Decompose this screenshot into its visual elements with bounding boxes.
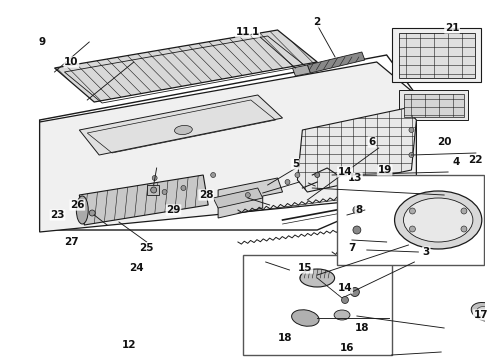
Text: 19: 19 [377, 165, 391, 175]
Ellipse shape [174, 125, 192, 135]
Text: 4: 4 [451, 157, 459, 167]
Circle shape [294, 172, 299, 177]
Circle shape [181, 185, 185, 190]
Ellipse shape [476, 307, 488, 318]
Ellipse shape [403, 198, 472, 242]
Circle shape [352, 206, 360, 214]
Polygon shape [391, 28, 480, 82]
Polygon shape [40, 62, 415, 232]
Text: 28: 28 [199, 190, 213, 200]
Text: 10: 10 [64, 57, 79, 67]
Text: 6: 6 [367, 137, 375, 147]
Bar [55, 30, 317, 102]
Ellipse shape [299, 269, 334, 287]
Text: 13: 13 [347, 173, 362, 183]
Polygon shape [398, 90, 467, 120]
Text: 2: 2 [313, 17, 320, 27]
Ellipse shape [333, 310, 349, 320]
FancyBboxPatch shape [336, 175, 483, 265]
Ellipse shape [470, 302, 488, 321]
Text: 18: 18 [278, 333, 292, 343]
Text: 15: 15 [298, 263, 312, 273]
Text: 3: 3 [422, 247, 429, 257]
Text: 25: 25 [139, 243, 154, 253]
Circle shape [460, 208, 466, 214]
Ellipse shape [291, 310, 319, 326]
Polygon shape [79, 95, 282, 155]
Text: 20: 20 [436, 137, 450, 147]
Text: 16: 16 [339, 343, 353, 353]
Polygon shape [40, 55, 415, 230]
Circle shape [245, 193, 250, 198]
Text: 12: 12 [122, 340, 136, 350]
Text: 18: 18 [354, 323, 368, 333]
Circle shape [285, 180, 289, 185]
Circle shape [314, 172, 319, 177]
Text: 7: 7 [347, 243, 355, 253]
Polygon shape [306, 52, 364, 73]
Polygon shape [398, 33, 474, 78]
Text: 26: 26 [70, 200, 84, 210]
Circle shape [408, 127, 413, 132]
Circle shape [341, 297, 348, 303]
Polygon shape [292, 65, 310, 76]
Circle shape [408, 226, 415, 232]
Circle shape [408, 153, 413, 158]
Circle shape [150, 187, 156, 193]
Text: 8: 8 [354, 205, 362, 215]
Text: 24: 24 [129, 263, 144, 273]
Text: 29: 29 [166, 205, 180, 215]
Circle shape [352, 226, 360, 234]
Circle shape [408, 208, 415, 214]
Text: 21: 21 [444, 23, 458, 33]
Polygon shape [213, 188, 262, 208]
Text: 11: 11 [235, 27, 250, 37]
Polygon shape [218, 178, 282, 218]
Bar [146, 185, 158, 195]
Polygon shape [297, 108, 415, 192]
Text: 27: 27 [64, 237, 79, 247]
FancyBboxPatch shape [243, 255, 391, 355]
Circle shape [350, 288, 359, 297]
Circle shape [460, 226, 466, 232]
Text: 14: 14 [337, 283, 351, 293]
Text: 1: 1 [252, 27, 259, 37]
Circle shape [210, 172, 215, 177]
Circle shape [152, 176, 157, 180]
Circle shape [162, 189, 167, 194]
Ellipse shape [394, 191, 481, 249]
Polygon shape [404, 94, 463, 117]
Text: 23: 23 [50, 210, 64, 220]
Text: 14: 14 [337, 167, 351, 177]
Text: 9: 9 [38, 37, 45, 47]
Text: 5: 5 [291, 159, 299, 169]
Polygon shape [55, 30, 317, 102]
Circle shape [89, 210, 95, 216]
Text: 17: 17 [472, 310, 487, 320]
Polygon shape [79, 175, 208, 225]
Text: 22: 22 [468, 155, 482, 165]
Ellipse shape [76, 196, 88, 224]
